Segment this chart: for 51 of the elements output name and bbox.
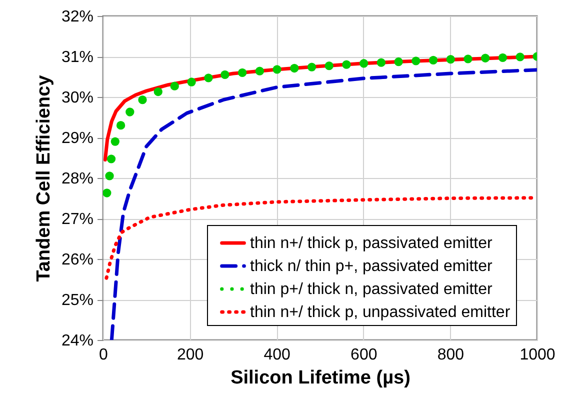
point [376, 58, 386, 67]
point [187, 78, 196, 86]
line-series [110, 68, 537, 340]
point [170, 82, 179, 90]
legend-label: thin n+/ thick p, unpassivated emitter [250, 304, 511, 321]
point [428, 56, 438, 64]
point [290, 64, 299, 73]
y-tick-label: 32% [61, 8, 94, 26]
point [103, 188, 112, 198]
point [272, 65, 282, 74]
point [220, 70, 230, 80]
x-tick-label: 600 [350, 346, 378, 364]
y-tick-label: 25% [61, 292, 94, 309]
point [516, 52, 524, 62]
point [342, 60, 351, 69]
legend-label: thin p+/ thick n, passivated emitter [250, 281, 494, 298]
point [126, 108, 134, 116]
point [154, 87, 162, 96]
point [105, 172, 114, 180]
point [307, 62, 316, 72]
point [446, 55, 455, 64]
y-tick-label: 27% [61, 211, 94, 228]
y-tick-label: 24% [61, 332, 94, 350]
point [204, 74, 213, 82]
point [138, 96, 147, 104]
y-tick-label: 28% [61, 170, 94, 188]
point [394, 57, 403, 66]
point [110, 137, 120, 146]
point [464, 54, 472, 64]
point [324, 61, 334, 70]
point [116, 121, 126, 130]
x-tick-label: 400 [264, 346, 291, 364]
y-axis-title: Tandem Cell Efficiency [33, 74, 54, 282]
x-tick-label: 0 [99, 346, 108, 364]
legend-label: thick n/ thin p+, passivated emitter [250, 258, 494, 275]
x-tick-label: 1000 [520, 346, 556, 364]
y-tick-label: 29% [61, 130, 94, 147]
y-tick-label: 26% [61, 252, 94, 268]
x-tick-label: 200 [176, 346, 204, 364]
y-tick-label: 30% [61, 90, 94, 106]
y-tick-label: 31% [61, 49, 94, 66]
legend-label: thin n+/ thick p, passivated emitter [250, 235, 494, 252]
point [481, 54, 490, 62]
point [255, 66, 264, 76]
point [412, 56, 420, 66]
point [106, 154, 116, 164]
point [498, 53, 508, 62]
x-tick-label: 800 [437, 346, 464, 364]
point [238, 68, 247, 78]
x-axis-title: Silicon Lifetime (µs) [230, 368, 410, 388]
point [360, 59, 368, 68]
